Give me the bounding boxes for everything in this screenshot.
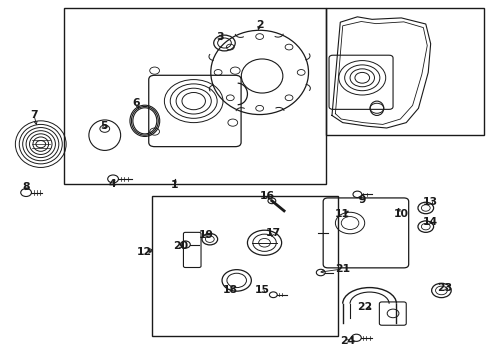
Text: 8: 8 (23, 182, 30, 192)
Text: 4: 4 (108, 179, 116, 189)
Text: 18: 18 (223, 285, 238, 296)
Text: 16: 16 (259, 191, 274, 201)
Text: 2: 2 (256, 20, 264, 30)
Text: 3: 3 (216, 32, 223, 41)
Text: 11: 11 (335, 209, 350, 219)
Text: 20: 20 (173, 241, 188, 251)
Bar (326, 8, 485, 135)
Text: 23: 23 (437, 283, 452, 293)
Text: 13: 13 (423, 197, 438, 207)
Text: 1: 1 (171, 180, 178, 190)
Text: 9: 9 (359, 195, 366, 205)
Text: 19: 19 (198, 230, 214, 240)
Bar (64, 8, 326, 184)
Text: 14: 14 (423, 217, 438, 227)
Text: 5: 5 (100, 121, 108, 131)
Text: 15: 15 (255, 285, 270, 296)
Text: 22: 22 (357, 302, 372, 312)
Text: 24: 24 (340, 336, 355, 346)
Text: 12: 12 (137, 247, 152, 257)
Text: 7: 7 (30, 110, 38, 120)
Text: 17: 17 (266, 228, 281, 238)
Text: 6: 6 (133, 98, 140, 108)
Text: 21: 21 (335, 264, 350, 274)
Bar (152, 196, 338, 336)
Text: 10: 10 (394, 209, 409, 219)
